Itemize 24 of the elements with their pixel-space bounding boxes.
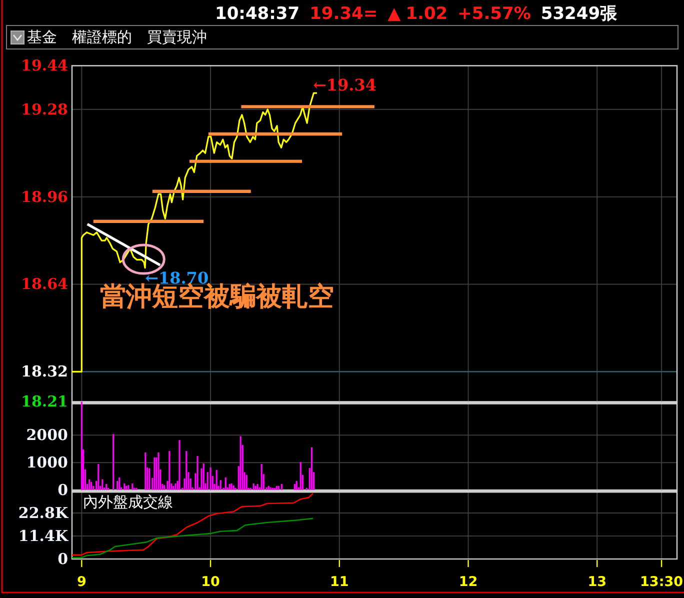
y-tick-label: 11.4K [18, 527, 69, 545]
y-tick-label: 0 [58, 550, 68, 568]
line-series [71, 492, 314, 556]
chart-title: 內外盤成交線 [83, 493, 173, 511]
y-tick-label: 18.32 [21, 362, 68, 381]
x-tick-label: 12 [458, 574, 478, 590]
y-tick-label: 22.8K [18, 504, 69, 522]
x-tick-label: 9 [76, 574, 86, 590]
x-tick-label: 13 [588, 574, 607, 590]
chart-title: 10:48:37 19.34= ▲ 1.02 +5.57% 53249張 [215, 4, 618, 24]
y-tick-label: 0 [58, 481, 68, 499]
y-tick-label: 2000 [26, 426, 68, 444]
y-tick-label: 18.21 [21, 392, 68, 411]
annotation: ←19.34 [312, 76, 376, 95]
x-tick-label: 10 [201, 574, 220, 590]
x-tick-label: 13:30 [640, 574, 684, 590]
line-series [71, 518, 314, 558]
y-tick-label: 18.64 [21, 275, 68, 294]
y-tick-label: 19.44 [21, 56, 68, 75]
y-tick-label: 19.28 [21, 100, 68, 118]
x-tick-label: 11 [330, 574, 349, 590]
y-tick-label: 18.96 [21, 188, 68, 206]
chart-subtitle: 基金 權證標的 買賣現沖 [27, 28, 207, 46]
y-tick-label: 1000 [26, 454, 68, 472]
